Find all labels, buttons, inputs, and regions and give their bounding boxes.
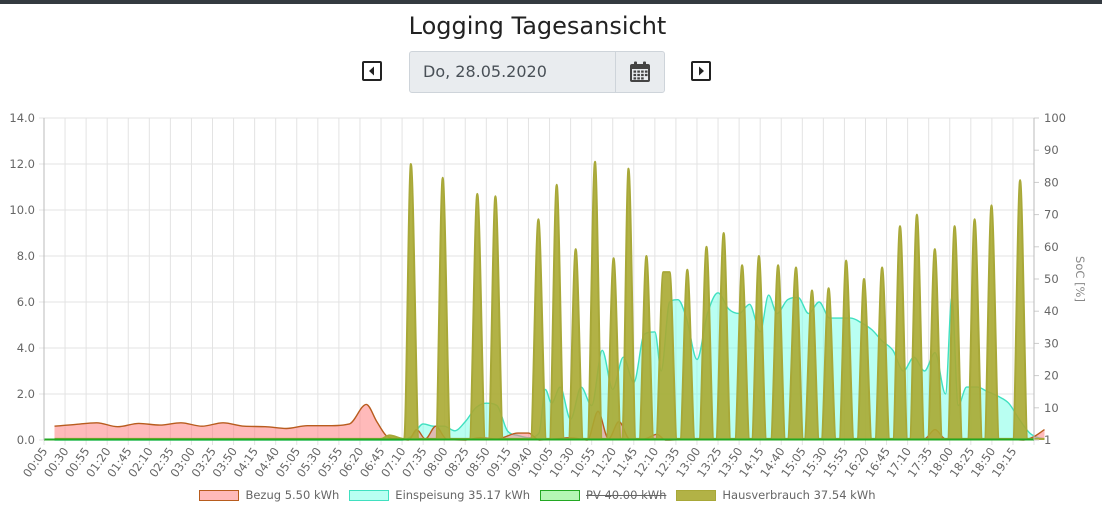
date-picker: Do, 28.05.2020 [409,51,665,93]
y-right-tick-label: 60 [1044,240,1059,254]
y-left-tick-label: 14.0 [9,111,35,125]
chart-legend: Bezug 5.50 kWh Einspeisung 35.17 kWh PV 40… [0,487,1075,503]
top-bar [0,0,1102,4]
series-area-bezug [54,404,1045,440]
calendar-button[interactable] [616,52,664,92]
y-right-tick-label: 50 [1044,272,1059,286]
y-left-tick-label: 2.0 [17,387,35,401]
next-day-button[interactable] [691,61,711,81]
y-right-tick-label: 30 [1044,336,1059,350]
previous-day-button[interactable] [362,61,382,81]
y-right-tick-label: 40 [1044,304,1059,318]
legend-item-bezug[interactable]: Bezug 5.50 kWh [199,488,339,502]
y-right-tick-label: 10 [1044,401,1059,415]
legend-swatch [199,489,240,501]
legend-item-pv[interactable]: PV 40.00 kWh [540,488,666,502]
legend-swatch [349,489,390,501]
legend-swatch [676,489,717,501]
y-left-tick-label: 8.0 [17,249,35,263]
y-left-tick-label: 10.0 [9,203,35,217]
legend-label: Einspeisung 35.17 kWh [395,488,531,502]
series-area-hausverbrauch [54,161,1045,440]
caret-right-icon [699,66,704,76]
y-left-tick-label: 12.0 [9,157,35,171]
y-right-tick-label: 80 [1044,175,1059,189]
chart-series [44,160,1045,441]
y-right-tick-label: 70 [1044,208,1059,222]
y-right-axis-title: SoC [%] [1073,256,1087,302]
y-left-tick-label: 6.0 [17,295,35,309]
series-line-hausverbrauch [54,160,1045,440]
y-right-tick-label: 1 [1044,433,1051,447]
y-right-tick-label: 90 [1044,143,1059,157]
calendar-icon [630,61,650,82]
caret-left-icon [369,66,374,76]
legend-label: PV 40.00 kWh [586,488,667,502]
y-right-tick-label: 100 [1044,111,1066,125]
legend-item-hausverbrauch[interactable]: Hausverbrauch 37.54 kWh [676,488,876,502]
page-title: Logging Tagesansicht [408,12,667,40]
legend-label: Hausverbrauch 37.54 kWh [722,488,876,502]
y-left-tick-label: 4.0 [17,341,35,355]
daily-log-chart: 0.0 2.0 4.0 6.0 8.0 10.0 12.0 14.0 1 10 20 30 40 50 60… [9,111,1087,480]
date-input[interactable]: Do, 28.05.2020 [410,52,616,92]
legend-item-einspeisung[interactable]: Einspeisung 35.17 kWh [349,488,530,502]
legend-label: Bezug 5.50 kWh [245,488,340,502]
y-right-tick-label: 20 [1044,369,1059,383]
y-left-tick-label: 0.0 [17,433,35,447]
legend-swatch [540,489,581,501]
